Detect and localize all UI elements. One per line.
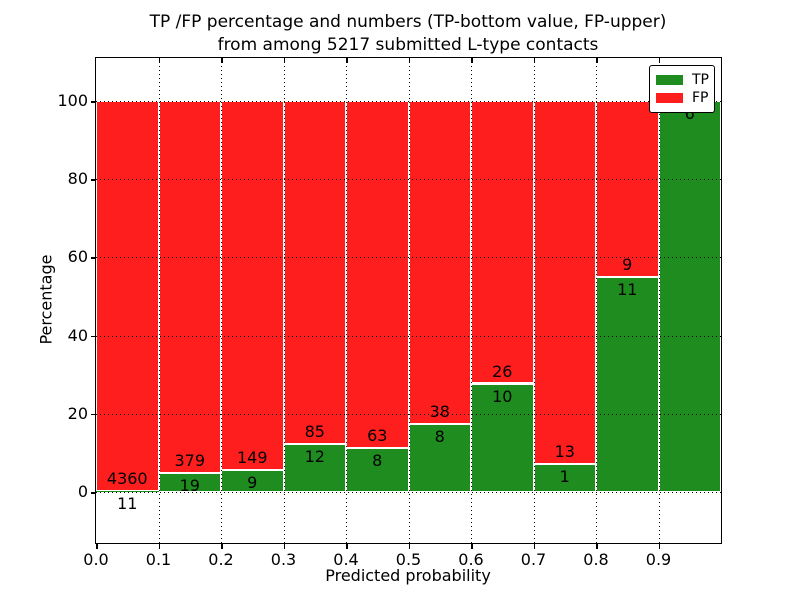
tp-bar-segment [658,101,721,493]
x-tick-mark-top [158,58,160,63]
x-tick-mark [596,544,598,549]
fp-count-label: 63 [367,426,388,446]
y-tick-mark [91,257,96,259]
x-gridline [533,58,535,543]
x-tick-label: 0.3 [270,550,297,569]
tp-count-label: 11 [117,494,138,514]
x-tick-mark [408,544,410,549]
x-gridline [283,58,285,543]
y-tick-label: 40 [67,325,88,345]
x-tick-mark [471,544,473,549]
y-tick-mark [91,179,96,181]
chart-title: TP /FP percentage and numbers (TP-bottom… [96,11,720,57]
x-tick-label: 0.7 [520,550,547,569]
fp-bar-segment [221,101,284,470]
fp-count-label: 9 [622,255,633,275]
x-tick-label: 0.0 [83,550,109,569]
tp-count-label: 11 [617,280,638,300]
chart-title-line1: TP /FP percentage and numbers (TP-bottom… [149,12,667,32]
x-tick-mark-top [658,58,660,63]
y-tick-mark [91,101,96,103]
tp-bar-segment [96,491,159,493]
x-gridline [346,58,347,543]
x-tick-mark [346,544,348,549]
fp-bar-segment [346,101,409,449]
tp-count-label: 8 [434,427,445,447]
x-tick-label: 0.8 [583,550,609,569]
legend: TP FP [649,65,715,113]
fp-count-label: 149 [236,447,268,467]
y-tick-mark [91,413,96,416]
tp-bar-segment [346,448,409,493]
fp-bar-segment [158,101,221,474]
fp-bar-segment [596,101,659,278]
tp-count-label: 8 [372,451,383,471]
x-tick-mark-top [283,58,285,63]
x-tick-label: 0.5 [395,550,422,569]
fp-bar-segment [408,101,471,425]
y-tick-label: 100 [57,91,88,111]
tp-bar-segment [596,277,659,493]
tp-legend-label: TP [692,72,709,88]
x-tick-label: 0.1 [145,550,172,569]
tp-bar-segment [283,443,346,493]
fp-count-label: 379 [174,451,206,471]
x-tick-mark-top [596,58,598,63]
y-tick-label: 20 [67,403,88,423]
y-tick-label: 80 [67,169,88,189]
x-tick-mark-top [346,58,348,63]
tp-count-label: 6 [684,104,695,124]
x-axis-label: Predicted probability [325,566,491,585]
x-tick-label: 0.2 [208,550,234,569]
x-tick-mark-top [533,58,535,63]
x-tick-mark [158,544,160,549]
x-tick-label: 0.6 [458,550,484,569]
legend-item-fp: FP [656,89,709,107]
fp-count-label: 13 [554,442,575,462]
fp-legend-swatch [656,93,683,103]
fp-bar-segment [471,101,534,384]
x-gridline [596,58,597,543]
fp-count-label: 38 [429,402,450,422]
x-gridline [221,58,222,543]
fp-bar-segment [533,101,596,465]
fp-count-label: 4360 [106,469,148,489]
y-tick-mark [91,492,96,494]
x-tick-mark [658,544,660,549]
legend-item-tp: TP [656,71,709,89]
fp-legend-label: FP [692,90,709,106]
x-gridline [408,58,410,543]
x-tick-mark [221,544,223,549]
tp-bar-segment [533,464,596,493]
chart-title-line2: from among 5217 submitted L-type contact… [217,35,599,55]
x-tick-mark-top [471,58,473,63]
x-tick-mark [283,544,285,549]
x-tick-label: 0.9 [645,550,672,569]
tp-count-label: 12 [304,446,325,466]
y-tick-label: 0 [77,482,88,502]
fp-count-label: 26 [492,361,513,381]
x-tick-mark-top [408,58,410,63]
tp-count-label: 10 [492,386,513,406]
x-gridline [471,58,472,543]
tp-count-label: 19 [179,476,200,496]
tp-count-label: 9 [247,472,258,492]
x-tick-mark-top [221,58,223,63]
fp-bar-segment [283,101,346,444]
x-gridline [658,58,660,543]
x-tick-label: 0.4 [333,550,359,569]
x-gridline [158,58,160,543]
x-tick-mark [96,544,98,549]
tp-bar-segment [408,424,471,493]
fp-count-label: 85 [304,421,325,441]
y-tick-mark [91,335,96,338]
x-tick-mark [533,544,535,549]
tp-bar-segment [471,383,534,493]
plot-area: TP FP 4360 11 379 19 149 9 85 12 63 8 38 8 26 10 13 1 9 1… [95,57,722,544]
tp-legend-swatch [656,75,683,85]
tp-count-label: 1 [559,467,570,487]
y-tick-label: 60 [67,247,88,267]
fp-bar-segment [96,101,159,492]
